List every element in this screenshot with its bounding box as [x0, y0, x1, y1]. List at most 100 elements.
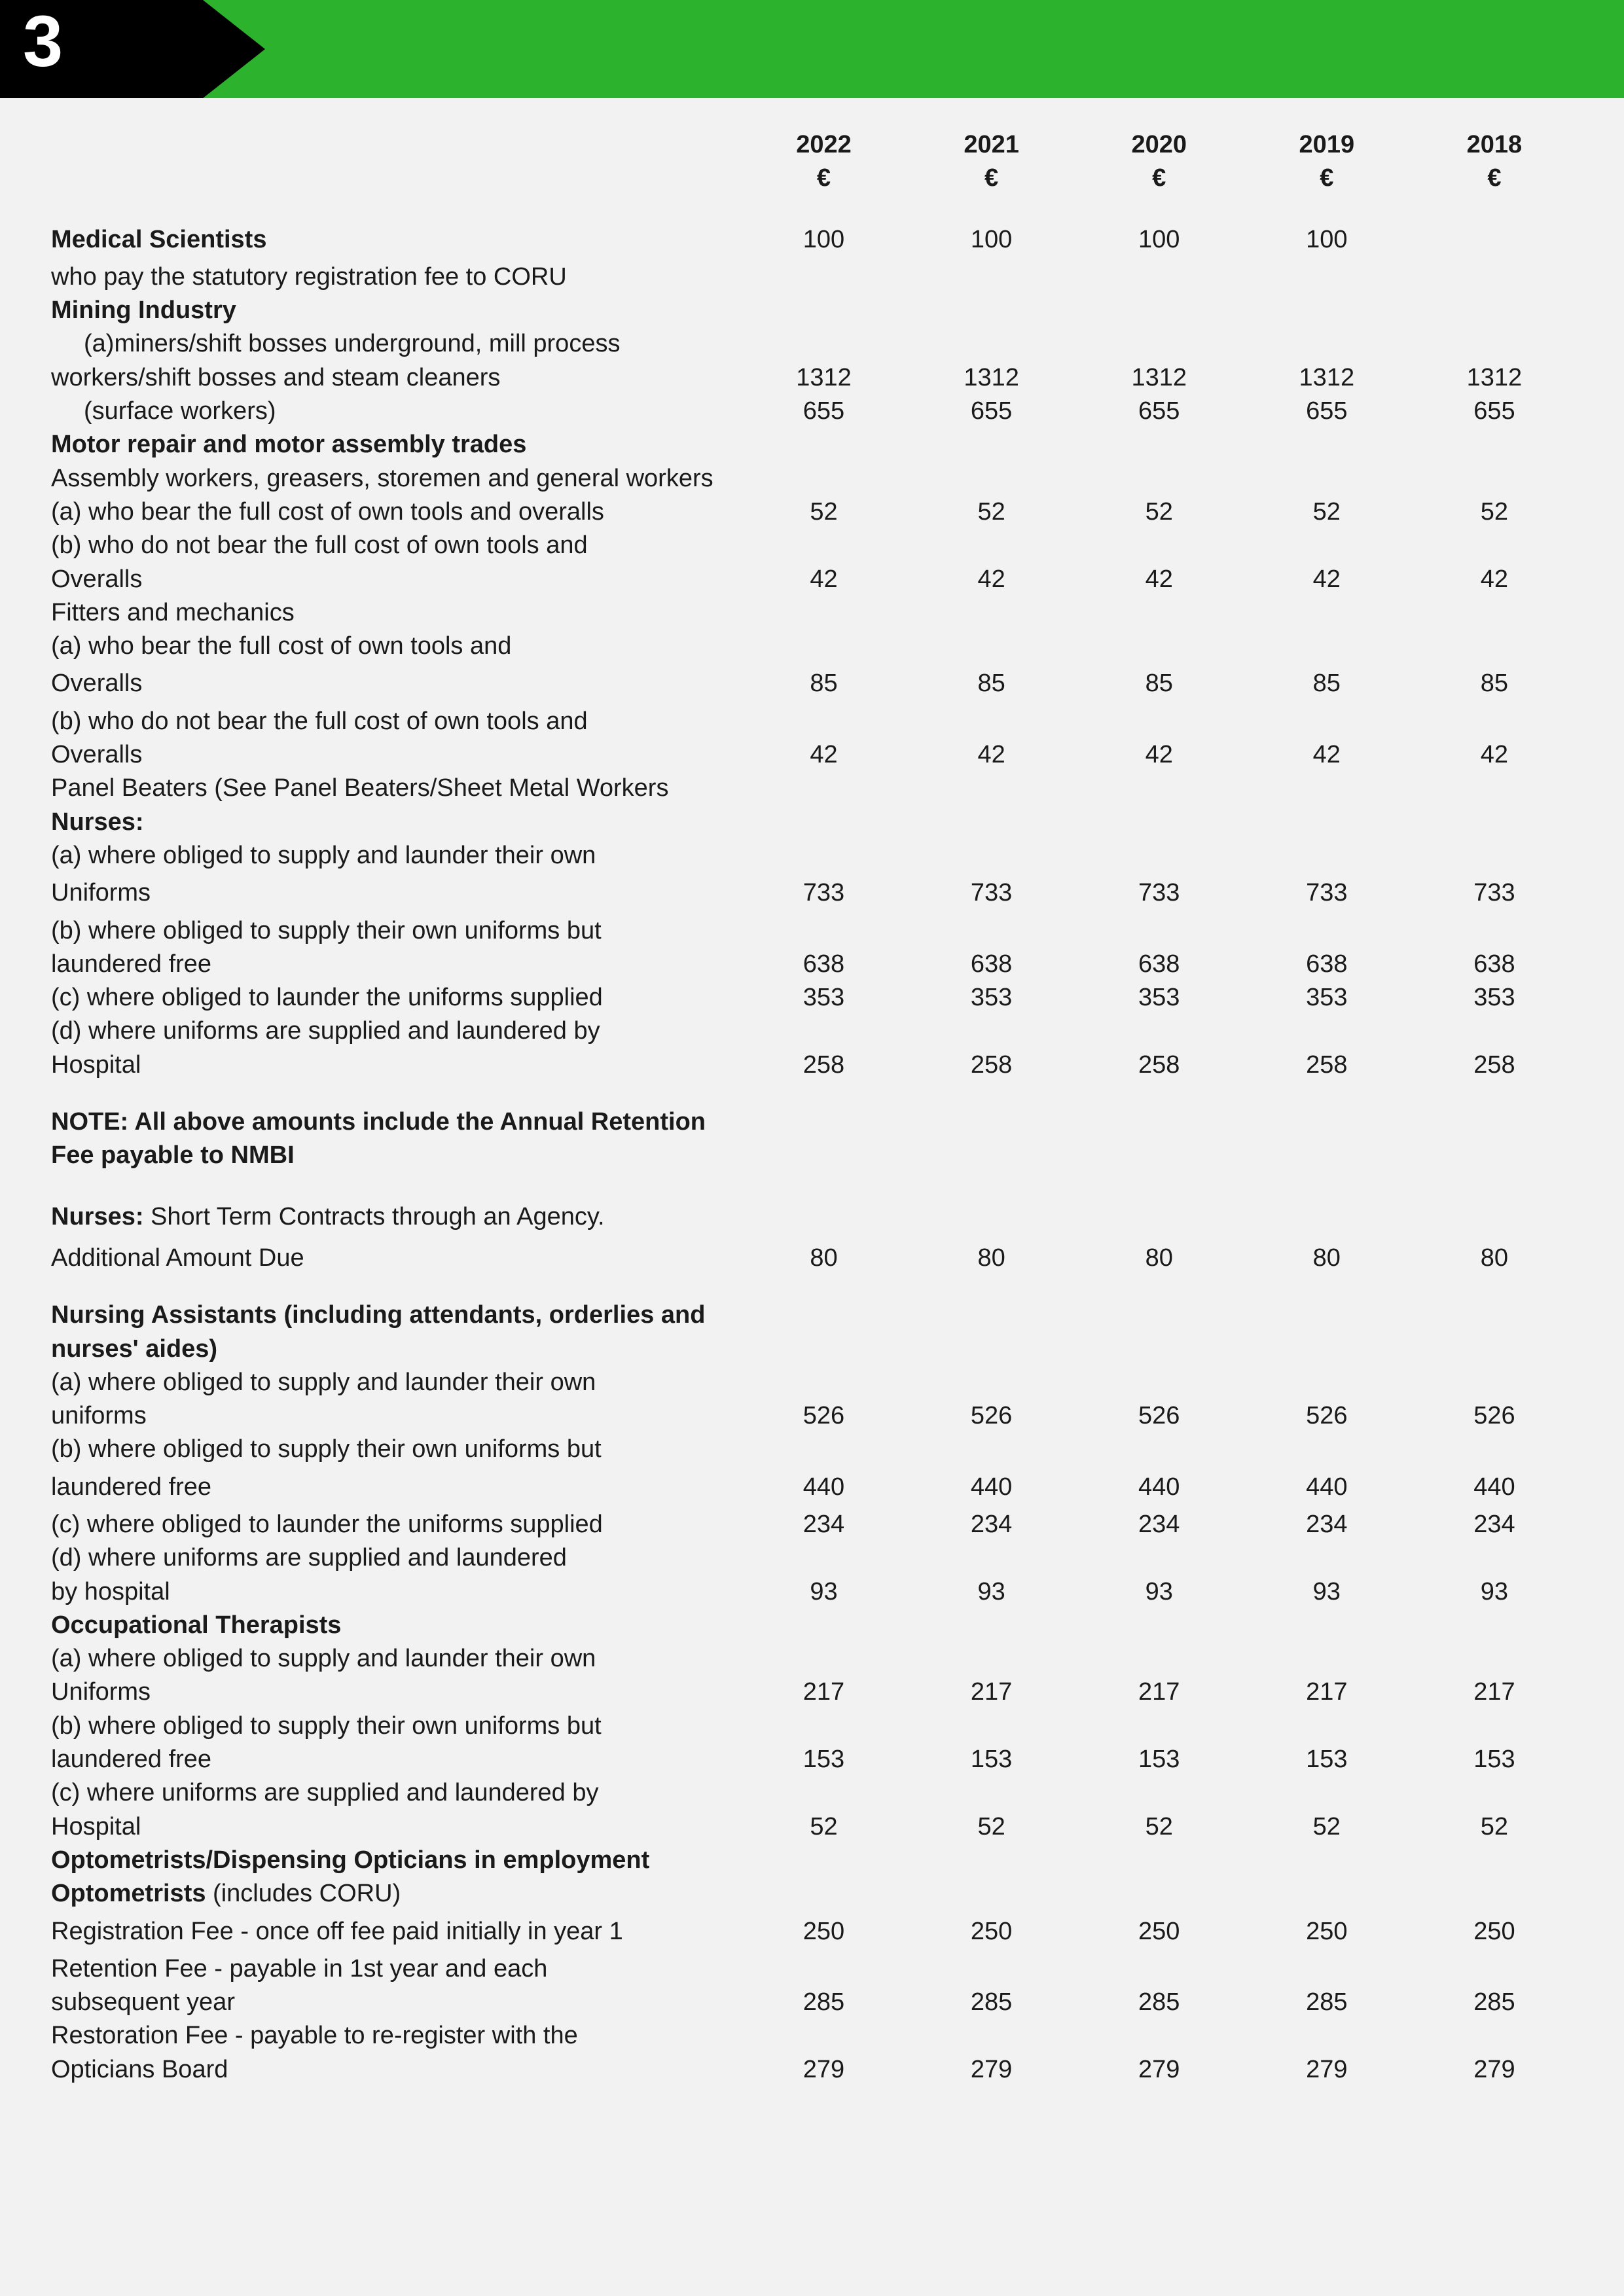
col-2022: 2022€ — [740, 124, 907, 200]
cell: 733 — [1075, 872, 1243, 914]
page-number: 3 — [23, 0, 63, 83]
row-label: Medical Scientists — [51, 226, 266, 253]
cell: 217 — [1075, 1676, 1243, 1709]
table-row: NOTE: All above amounts include the Annu… — [46, 1102, 1578, 1177]
cell: 42 — [1075, 563, 1243, 596]
cell: 638 — [1243, 948, 1411, 981]
row-label: Mining Industry — [46, 294, 740, 327]
table-header-row: 2022€ 2021€ 2020€ 2019€ 2018€ — [46, 124, 1578, 200]
row-label: Additional Amount Due — [46, 1238, 740, 1279]
table-row: Nursing Assistants (including attendants… — [46, 1299, 1578, 1366]
table-row: (a) where obliged to supply and launder … — [46, 839, 1578, 872]
cell: 1312 — [908, 361, 1075, 395]
row-label: (d) where uniforms are supplied and laun… — [46, 1541, 740, 1575]
table-row: (d) where uniforms are supplied and laun… — [46, 1014, 1578, 1048]
table-row: (c) where obliged to launder the uniform… — [46, 1508, 1578, 1541]
table-row: (a) who bear the full cost of own tools … — [46, 495, 1578, 529]
table-row: Overalls 42 42 42 42 42 — [46, 563, 1578, 596]
row-label: Occupational Therapists — [46, 1609, 740, 1642]
row-label: (c) where obliged to launder the uniform… — [46, 1508, 740, 1541]
table-row: Motor repair and motor assembly trades — [46, 428, 1578, 461]
row-label: (c) where obliged to launder the uniform… — [46, 981, 740, 1014]
table-row: Retention Fee - payable in 1st year and … — [46, 1952, 1578, 1986]
cell: 655 — [1075, 395, 1243, 428]
cell: 217 — [1411, 1676, 1578, 1709]
cell: 100 — [1075, 219, 1243, 260]
table-row: workers/shift bosses and steam cleaners … — [46, 361, 1578, 395]
col-2020: 2020€ — [1075, 124, 1243, 200]
cell: 733 — [908, 872, 1075, 914]
cell: 279 — [1411, 2053, 1578, 2087]
cell: 42 — [740, 563, 907, 596]
table-row: who pay the statutory registration fee t… — [46, 260, 1578, 294]
row-label: (b) where obliged to supply their own un… — [46, 1710, 740, 1743]
cell: 258 — [740, 1049, 907, 1082]
cell: 353 — [1075, 981, 1243, 1014]
cell: 52 — [740, 495, 907, 529]
cell: 42 — [740, 738, 907, 772]
table-row: (c) where uniforms are supplied and laun… — [46, 1776, 1578, 1810]
row-label: Optometrists (includes CORU) — [46, 1877, 740, 1910]
row-label: Retention Fee - payable in 1st year and … — [46, 1952, 740, 1986]
cell: 285 — [1075, 1986, 1243, 2019]
cell: 234 — [1075, 1508, 1243, 1541]
table-row: (surface workers) 655 655 655 655 655 — [46, 395, 1578, 428]
cell: 52 — [1243, 1810, 1411, 1844]
row-label: (b) who do not bear the full cost of own… — [46, 529, 740, 562]
row-label: Assembly workers, greasers, storemen and… — [46, 462, 740, 495]
row-label: (a) where obliged to supply and launder … — [46, 1366, 740, 1399]
table-row: Restoration Fee - payable to re-register… — [46, 2019, 1578, 2053]
cell: 250 — [740, 1911, 907, 1952]
cell: 153 — [740, 1743, 907, 1776]
col-2018: 2018€ — [1411, 124, 1578, 200]
col-2019: 2019€ — [1243, 124, 1411, 200]
content: 2022€ 2021€ 2020€ 2019€ 2018€ Medical Sc… — [0, 98, 1624, 2126]
row-label: (surface workers) — [46, 395, 740, 428]
row-label: Panel Beaters (See Panel Beaters/Sheet M… — [46, 772, 740, 805]
cell: 353 — [1243, 981, 1411, 1014]
table-row: uniforms 526 526 526 526 526 — [46, 1399, 1578, 1433]
page: 3 2022€ 2021€ 2020€ 2019€ 2018€ Medi — [0, 0, 1624, 2296]
cell: 353 — [740, 981, 907, 1014]
row-label: Overalls — [46, 738, 740, 772]
cell: 285 — [908, 1986, 1075, 2019]
cell: 153 — [908, 1743, 1075, 1776]
cell: 85 — [908, 663, 1075, 704]
cell: 52 — [908, 495, 1075, 529]
cell: 655 — [1243, 395, 1411, 428]
row-label: Nurses: — [46, 806, 740, 839]
row-label: Hospital — [46, 1810, 740, 1844]
cell: 85 — [1243, 663, 1411, 704]
cell: 440 — [1075, 1467, 1243, 1508]
cell: 655 — [908, 395, 1075, 428]
table-row: Registration Fee - once off fee paid ini… — [46, 1911, 1578, 1952]
row-label: workers/shift bosses and steam cleaners — [46, 361, 740, 395]
row-label: Overalls — [46, 663, 740, 704]
header-banner: 3 — [0, 0, 1624, 98]
table-row: Mining Industry — [46, 294, 1578, 327]
cell: 52 — [1243, 495, 1411, 529]
table-row: Assembly workers, greasers, storemen and… — [46, 462, 1578, 495]
cell: 234 — [1243, 1508, 1411, 1541]
row-label: NOTE: All above amounts include the Annu… — [46, 1102, 740, 1177]
row-label: subsequent year — [46, 1986, 740, 2019]
cell: 285 — [1243, 1986, 1411, 2019]
row-label: who pay the statutory registration fee t… — [46, 260, 740, 294]
cell: 42 — [1243, 738, 1411, 772]
table-row: (b) who do not bear the full cost of own… — [46, 529, 1578, 562]
table-row: Hospital 52 52 52 52 52 — [46, 1810, 1578, 1844]
row-label: (d) where uniforms are supplied and laun… — [46, 1014, 740, 1048]
cell: 440 — [1243, 1467, 1411, 1508]
cell: 52 — [1411, 495, 1578, 529]
cell: 526 — [740, 1399, 907, 1433]
cell: 42 — [1243, 563, 1411, 596]
cell: 42 — [908, 563, 1075, 596]
table-row: Hospital 258 258 258 258 258 — [46, 1049, 1578, 1082]
row-label: uniforms — [46, 1399, 740, 1433]
cell: 353 — [1411, 981, 1578, 1014]
table-row: Fitters and mechanics — [46, 596, 1578, 630]
table-row: (b) where obliged to supply their own un… — [46, 1710, 1578, 1743]
cell: 285 — [1411, 1986, 1578, 2019]
cell: 279 — [740, 2053, 907, 2087]
table-row: Optometrists (includes CORU) — [46, 1877, 1578, 1910]
